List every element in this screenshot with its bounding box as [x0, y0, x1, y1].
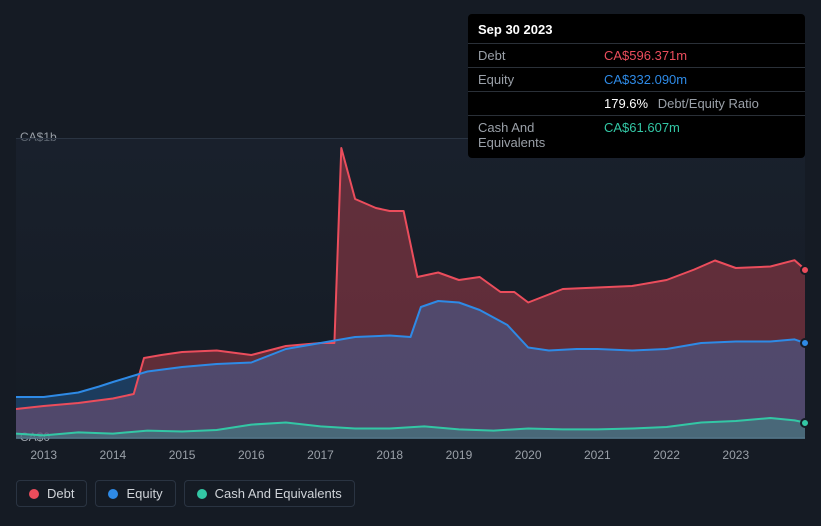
tooltip-date: Sep 30 2023	[468, 14, 805, 44]
x-axis: 2013 2014 2015 2016 2017 2018 2019 2020 2021 2022…	[16, 448, 805, 466]
x-axis-tick-label: 2022	[653, 448, 680, 462]
tooltip-row: 179.6% Debt/Equity Ratio	[468, 92, 805, 116]
series-end-marker	[800, 265, 810, 275]
x-axis-tick-label: 2017	[307, 448, 334, 462]
x-axis-tick-label: 2016	[238, 448, 265, 462]
legend-item-equity[interactable]: Equity	[95, 480, 175, 507]
tooltip-row-extra: Debt/Equity Ratio	[658, 96, 759, 111]
legend-item-label: Cash And Equivalents	[215, 486, 342, 501]
chart-plot-area[interactable]	[16, 138, 805, 438]
tooltip-row: Cash And EquivalentsCA$61.607m	[468, 116, 805, 158]
tooltip-row-label: Equity	[478, 72, 604, 87]
x-axis-tick-label: 2019	[446, 448, 473, 462]
legend-item-debt[interactable]: Debt	[16, 480, 87, 507]
tooltip-row-value: CA$61.607m	[604, 120, 795, 150]
series-end-marker	[800, 418, 810, 428]
tooltip-row-label	[478, 96, 604, 111]
tooltip-row-value: CA$332.090m	[604, 72, 795, 87]
chart-legend: Debt Equity Cash And Equivalents	[16, 480, 355, 507]
x-axis-tick-label: 2020	[515, 448, 542, 462]
legend-dot-icon	[29, 489, 39, 499]
legend-dot-icon	[197, 489, 207, 499]
legend-item-cash-and-equivalents[interactable]: Cash And Equivalents	[184, 480, 355, 507]
x-axis-tick-label: 2013	[30, 448, 57, 462]
x-axis-tick-label: 2021	[584, 448, 611, 462]
chart-tooltip: Sep 30 2023 DebtCA$596.371mEquityCA$332.…	[468, 14, 805, 158]
tooltip-row: EquityCA$332.090m	[468, 68, 805, 92]
tooltip-row: DebtCA$596.371m	[468, 44, 805, 68]
tooltip-row-label: Cash And Equivalents	[478, 120, 604, 150]
x-axis-tick-label: 2018	[376, 448, 403, 462]
x-axis-tick-label: 2015	[169, 448, 196, 462]
tooltip-row-label: Debt	[478, 48, 604, 63]
legend-item-label: Equity	[126, 486, 162, 501]
legend-item-label: Debt	[47, 486, 74, 501]
series-end-marker	[800, 338, 810, 348]
legend-dot-icon	[108, 489, 118, 499]
x-axis-tick-label: 2023	[722, 448, 749, 462]
tooltip-row-value: 179.6% Debt/Equity Ratio	[604, 96, 795, 111]
x-axis-tick-label: 2014	[100, 448, 127, 462]
tooltip-row-value: CA$596.371m	[604, 48, 795, 63]
